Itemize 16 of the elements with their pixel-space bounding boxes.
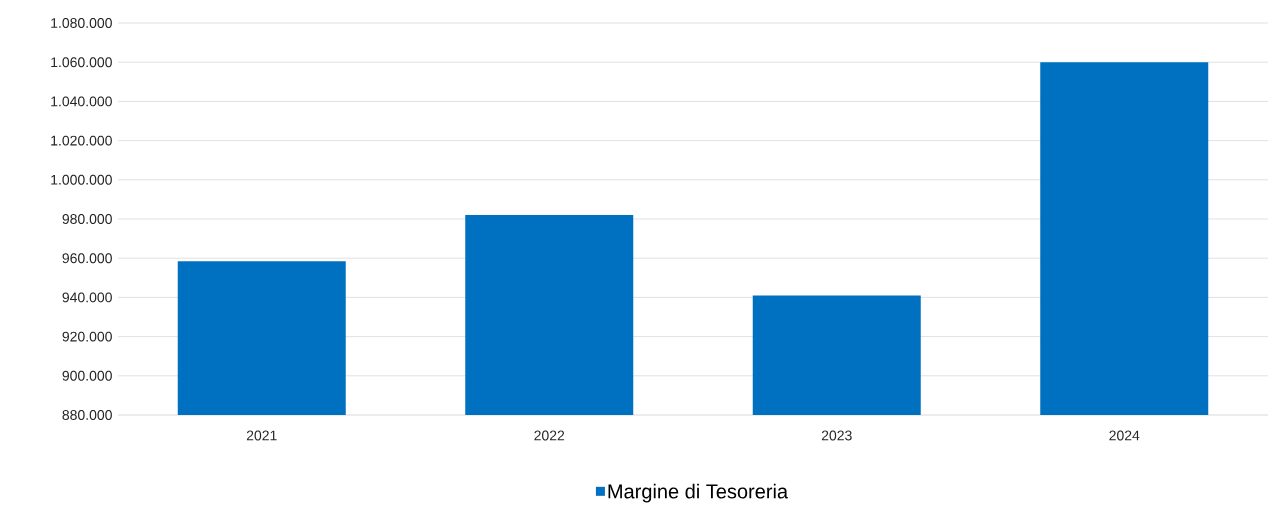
x-tick-label: 2021 [246,430,277,441]
y-tick-label: 1.020.000 [51,135,112,146]
y-tick-label: 920.000 [62,331,112,342]
x-tick-label: 2024 [1109,430,1140,441]
y-tick-label: 960.000 [62,253,112,264]
legend-label: Margine di Tesoreria [608,483,789,503]
x-tick-label: 2022 [534,430,565,441]
x-tick-label: 2023 [821,430,852,441]
y-tick-label: 940.000 [62,292,112,303]
y-tick-label: 880.000 [62,410,112,420]
y-tick-label: 1.060.000 [51,57,112,68]
y-tick-label: 1.040.000 [51,96,112,107]
y-tick-label: 900.000 [62,370,112,381]
y-tick-label: 980.000 [62,214,112,224]
y-tick-label: 1.080.000 [51,18,112,28]
y-tick-label: 1.000.000 [51,174,112,185]
